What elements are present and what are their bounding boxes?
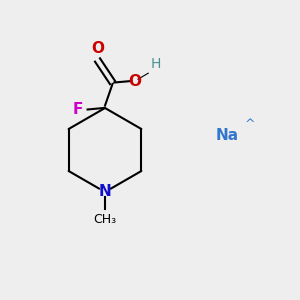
Text: O: O: [91, 41, 104, 56]
Text: N: N: [99, 184, 111, 200]
Text: H: H: [151, 57, 161, 71]
Text: O: O: [128, 74, 142, 88]
Text: ^: ^: [244, 118, 255, 131]
Text: Na: Na: [216, 128, 239, 142]
Text: CH₃: CH₃: [93, 213, 117, 226]
Text: F: F: [73, 102, 83, 117]
